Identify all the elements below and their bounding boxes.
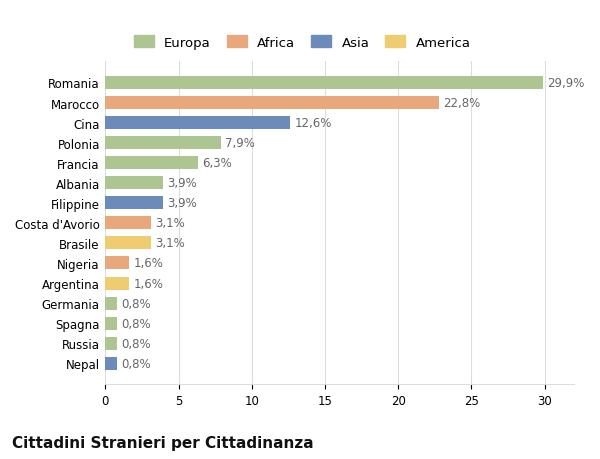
Text: 1,6%: 1,6% bbox=[133, 277, 163, 290]
Text: 1,6%: 1,6% bbox=[133, 257, 163, 270]
Bar bbox=[106, 197, 163, 210]
Text: 12,6%: 12,6% bbox=[294, 117, 332, 130]
Bar bbox=[106, 337, 117, 350]
Text: 3,1%: 3,1% bbox=[155, 237, 185, 250]
Bar bbox=[106, 357, 117, 370]
Text: 3,9%: 3,9% bbox=[167, 197, 197, 210]
Text: 3,1%: 3,1% bbox=[155, 217, 185, 230]
Legend: Europa, Africa, Asia, America: Europa, Africa, Asia, America bbox=[131, 34, 473, 52]
Text: 29,9%: 29,9% bbox=[547, 77, 585, 90]
Bar bbox=[106, 157, 197, 170]
Text: 6,3%: 6,3% bbox=[202, 157, 232, 170]
Text: 0,8%: 0,8% bbox=[122, 357, 151, 370]
Text: Cittadini Stranieri per Cittadinanza: Cittadini Stranieri per Cittadinanza bbox=[12, 435, 314, 450]
Bar bbox=[106, 117, 290, 130]
Bar bbox=[106, 177, 163, 190]
Bar bbox=[106, 77, 543, 90]
Text: 0,8%: 0,8% bbox=[122, 317, 151, 330]
Text: 22,8%: 22,8% bbox=[443, 97, 481, 110]
Bar bbox=[106, 237, 151, 250]
Text: 3,9%: 3,9% bbox=[167, 177, 197, 190]
Text: 0,8%: 0,8% bbox=[122, 297, 151, 310]
Bar bbox=[106, 137, 221, 150]
Bar bbox=[106, 257, 129, 270]
Bar bbox=[106, 297, 117, 310]
Bar bbox=[106, 317, 117, 330]
Text: 0,8%: 0,8% bbox=[122, 337, 151, 350]
Bar bbox=[106, 217, 151, 230]
Text: 7,9%: 7,9% bbox=[226, 137, 256, 150]
Bar bbox=[106, 277, 129, 290]
Bar bbox=[106, 97, 439, 110]
